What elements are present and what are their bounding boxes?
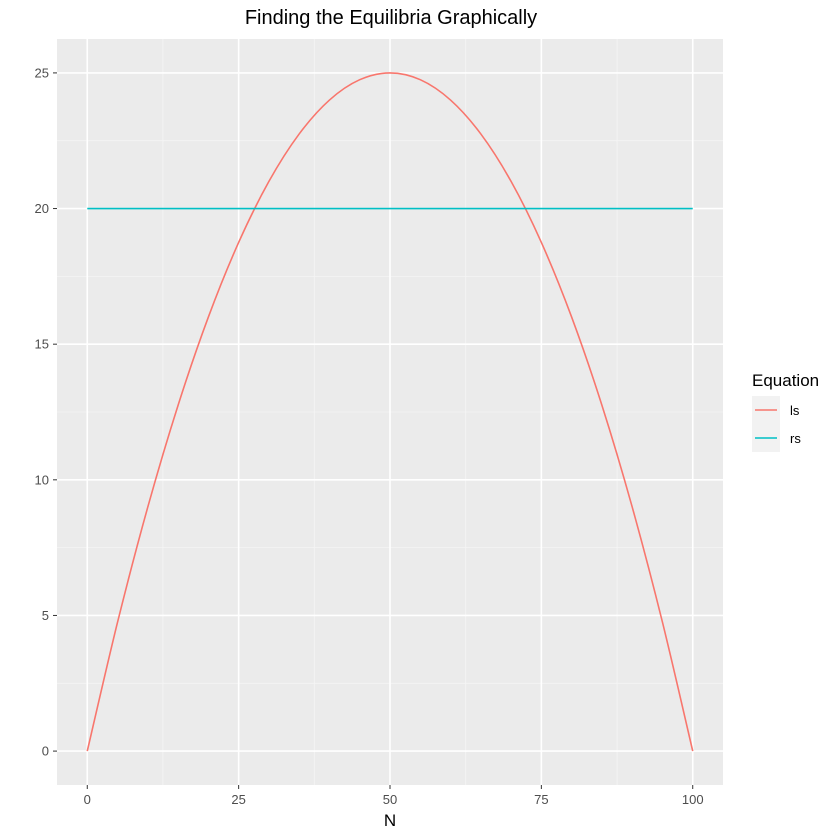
x-axis-title: N [384, 811, 396, 830]
y-tick-label: 5 [42, 608, 49, 623]
x-tick-label: 25 [231, 792, 245, 807]
chart-title: Finding the Equilibria Graphically [245, 7, 537, 29]
y-tick-label: 25 [35, 65, 49, 80]
series-line-ls [86, 72, 694, 752]
y-tick-label: 15 [35, 337, 49, 352]
y-tick-label: 0 [42, 744, 49, 759]
legend-items: ls rs [752, 396, 801, 452]
x-tick-label: 100 [682, 792, 704, 807]
legend-title: Equation [752, 371, 819, 390]
x-tick-label: 0 [84, 792, 91, 807]
series-layer [86, 72, 694, 752]
y-tick-label: 10 [35, 472, 49, 487]
axis-ticks [53, 72, 694, 789]
x-tick-label: 75 [534, 792, 548, 807]
legend-label-rs: rs [790, 431, 801, 446]
legend: Equation ls rs [752, 371, 819, 452]
legend-label-ls: ls [790, 403, 800, 418]
tick-labels: 0 25 50 75 100 0 5 10 15 20 25 [35, 65, 704, 807]
y-tick-label: 20 [35, 201, 49, 216]
x-tick-label: 50 [383, 792, 397, 807]
